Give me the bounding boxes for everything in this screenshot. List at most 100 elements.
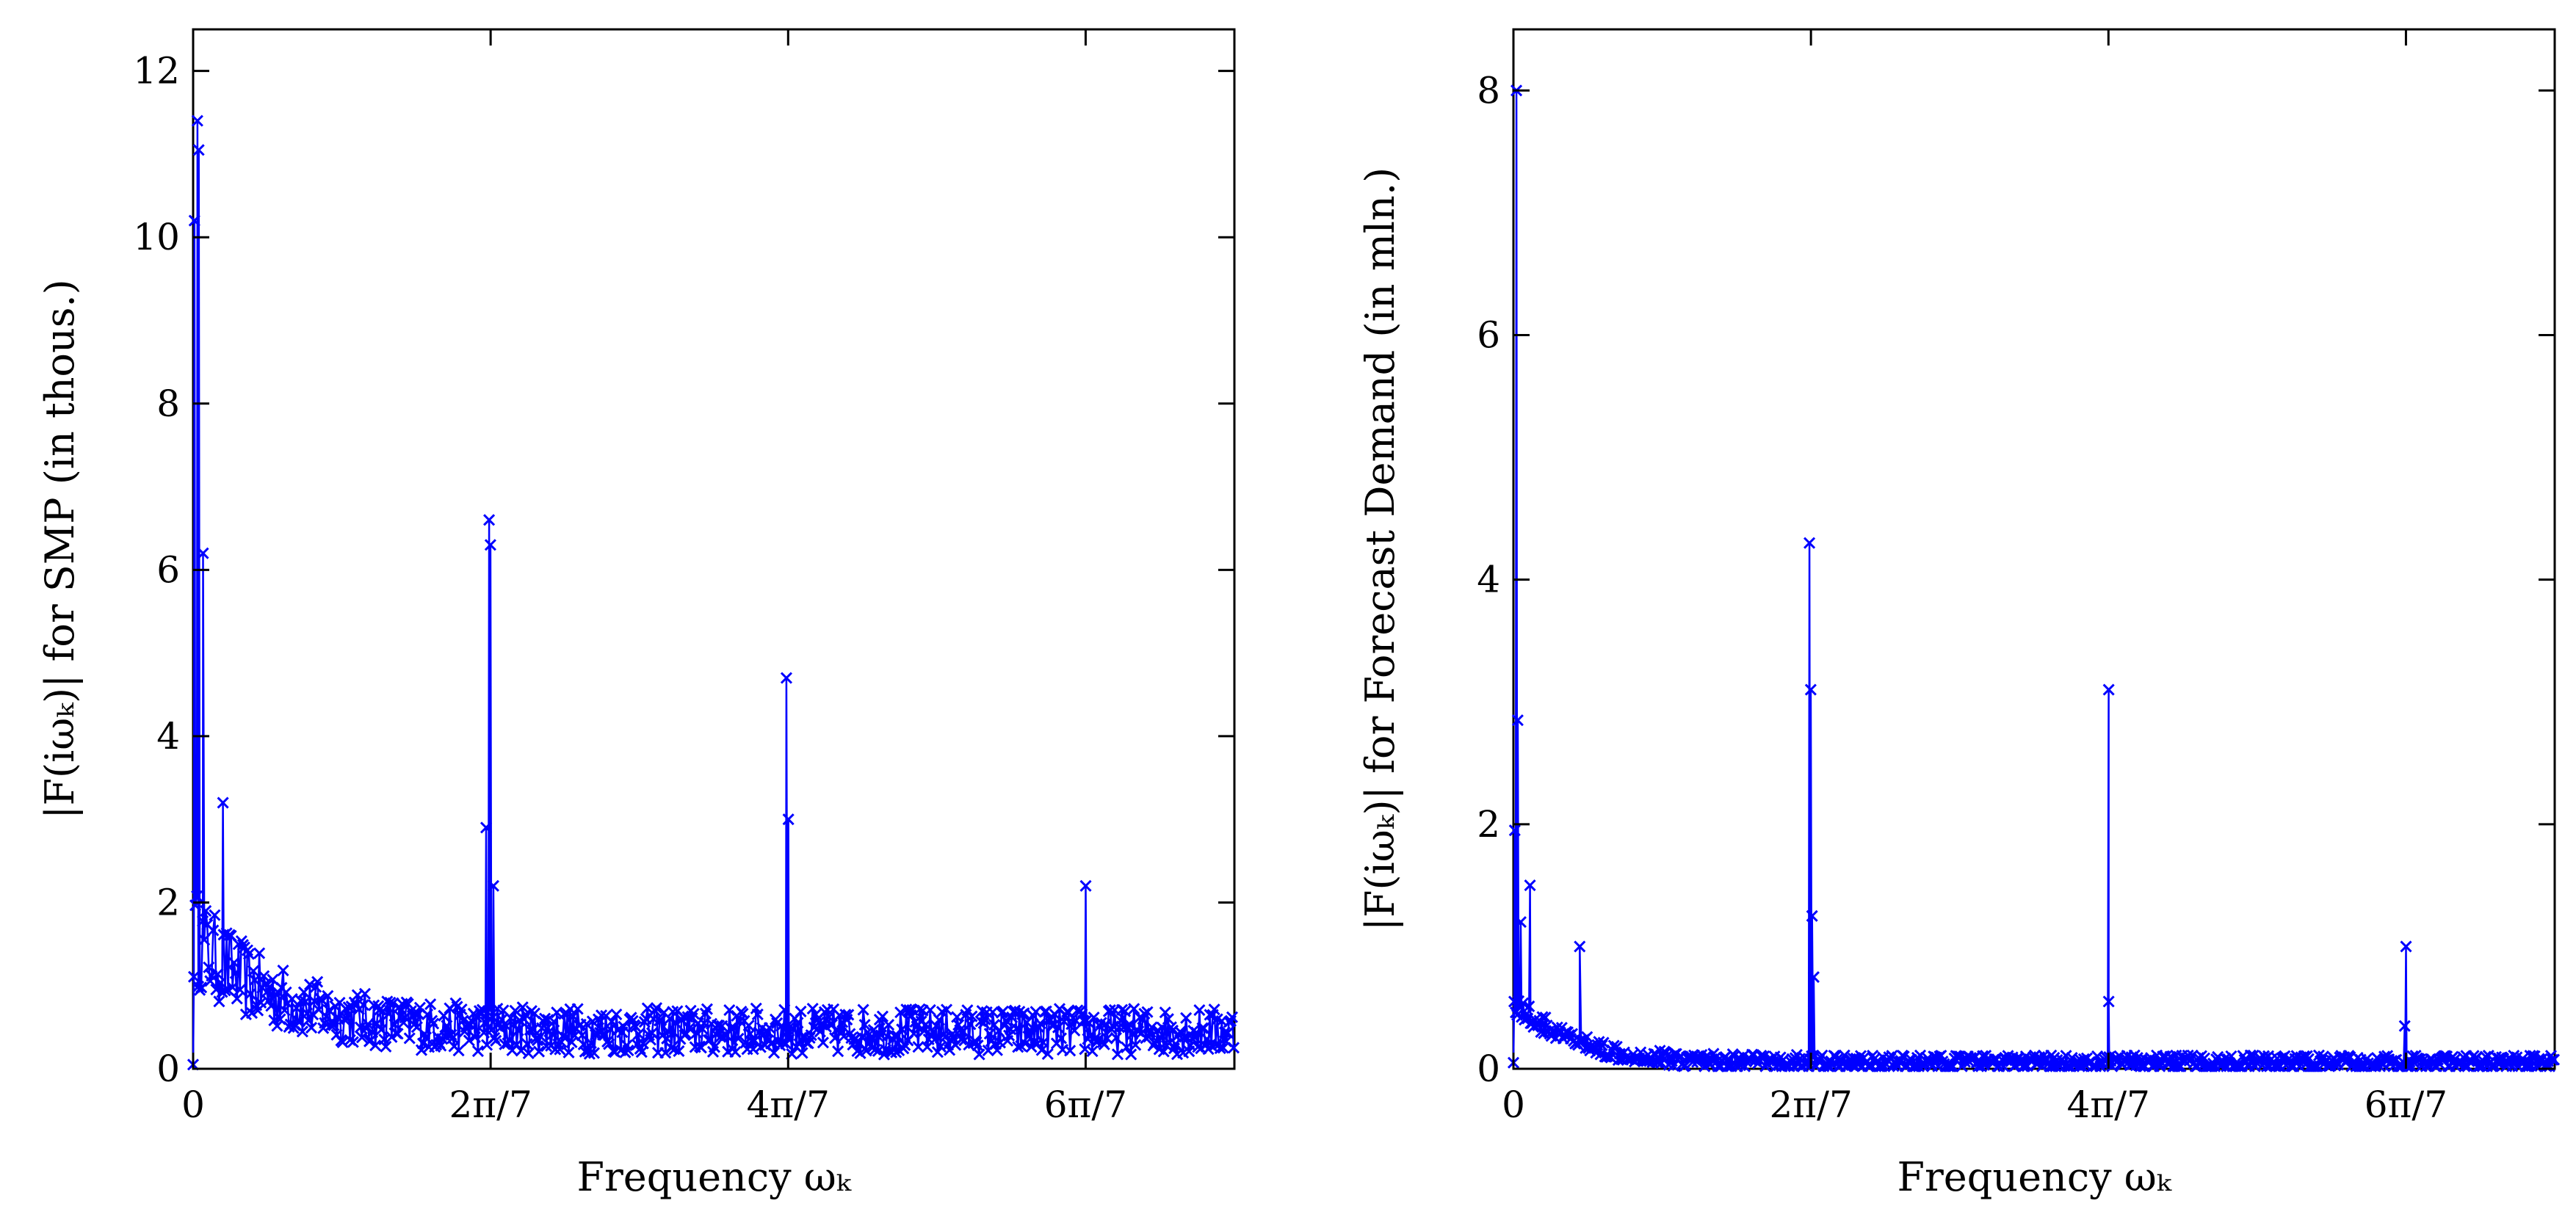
data-point-marker	[311, 976, 324, 988]
data-point-marker	[522, 1047, 535, 1059]
data-point-marker	[792, 1017, 804, 1029]
data-point-marker	[632, 1028, 645, 1040]
demand-spectrum-chart: 0 2 4 6 8 0 2π/7 4π/7 6π/7 Frequency ωₖ |F(iωₖ)|…	[1357, 28, 2561, 1200]
data-point-marker	[795, 1005, 807, 1018]
data-point-marker	[2225, 1050, 2237, 1062]
data-point-marker	[891, 1030, 904, 1042]
y-tick-label: 4	[1477, 559, 1500, 601]
data-point-marker	[1077, 1014, 1090, 1027]
data-point-marker	[296, 1025, 308, 1038]
data-point-marker	[271, 1020, 283, 1032]
data-point-marker	[192, 144, 205, 156]
data-point-marker	[680, 1028, 692, 1040]
data-point-marker	[203, 961, 215, 973]
data-point-marker	[424, 998, 437, 1011]
data-point-marker	[1667, 1059, 1679, 1072]
data-point-marker	[805, 1029, 817, 1042]
data-point-marker	[452, 1045, 465, 1057]
data-point-marker	[1838, 1049, 1850, 1061]
data-point-marker	[2547, 1053, 2561, 1066]
data-point-marker	[961, 1004, 974, 1017]
data-point-marker	[231, 992, 243, 1005]
data-point-marker	[940, 1003, 953, 1016]
x-tick-label: 4π/7	[747, 1083, 830, 1126]
data-point-marker	[1111, 1048, 1124, 1061]
y-tick-label: 12	[133, 50, 180, 92]
data-point-marker	[207, 924, 220, 937]
data-point-marker	[1054, 1032, 1068, 1045]
y-tick-label: 2	[1477, 803, 1500, 846]
data-point-marker	[539, 1012, 551, 1025]
data-point-marker	[1610, 1040, 1623, 1053]
data-point-marker	[562, 1046, 575, 1059]
data-point-marker	[796, 1047, 808, 1059]
data-point-marker	[463, 1034, 475, 1047]
data-point-marker	[1804, 683, 1817, 696]
x-tick-label: 2π/7	[449, 1083, 532, 1126]
data-point-marker	[913, 1003, 926, 1015]
data-point-marker	[1536, 1011, 1549, 1023]
data-point-marker	[1511, 714, 1524, 727]
data-point-marker	[277, 965, 289, 977]
demand-x-axis-label: Frequency ωₖ	[1897, 1154, 2172, 1200]
data-point-marker	[416, 1037, 430, 1050]
data-point-marker	[690, 1026, 703, 1039]
data-point-marker	[490, 1034, 502, 1047]
data-point-marker	[673, 1045, 685, 1058]
data-point-marker	[725, 1022, 737, 1034]
data-point-marker	[645, 1027, 658, 1039]
data-point-marker	[323, 1004, 336, 1017]
data-point-marker	[369, 1039, 382, 1052]
data-point-marker	[441, 1020, 453, 1032]
data-point-marker	[471, 1045, 484, 1058]
data-point-marker	[316, 994, 328, 1006]
data-point-marker	[1121, 1041, 1133, 1053]
data-point-marker	[468, 1031, 481, 1043]
data-point-marker	[245, 1007, 258, 1020]
data-point-marker	[723, 1004, 736, 1017]
data-point-marker	[970, 1036, 983, 1048]
data-point-marker	[286, 992, 298, 1005]
data-point-marker	[510, 1039, 523, 1051]
data-point-marker	[832, 1045, 844, 1058]
data-point-marker	[1508, 824, 1521, 837]
data-point-marker	[1514, 916, 1527, 929]
y-tick-label: 0	[156, 1047, 180, 1090]
x-tick-label: 0	[1502, 1083, 1525, 1126]
data-point-marker	[358, 987, 372, 1000]
smp-series	[187, 115, 1240, 1071]
data-point-marker	[1037, 1036, 1049, 1049]
data-point-marker	[1180, 1012, 1193, 1024]
data-point-marker	[896, 1023, 908, 1036]
data-point-marker	[729, 1045, 742, 1059]
data-point-marker	[1018, 1007, 1030, 1020]
x-tick-label: 4π/7	[2067, 1083, 2150, 1126]
data-point-marker	[1141, 1006, 1154, 1018]
data-point-marker	[336, 1036, 349, 1049]
data-point-marker	[496, 1014, 508, 1026]
data-point-marker	[1041, 1047, 1054, 1060]
data-point-marker	[195, 981, 208, 994]
data-point-marker	[734, 1014, 746, 1027]
data-point-marker	[1040, 1005, 1052, 1017]
data-point-marker	[817, 1036, 829, 1049]
data-point-marker	[1129, 1039, 1142, 1051]
data-point-marker	[854, 1047, 866, 1059]
smp-ticks: 0 2 4 6 8 10 12 0 2π/7 4π/7 6π/7	[133, 29, 1234, 1126]
data-point-marker	[241, 944, 253, 956]
data-point-marker	[305, 1021, 318, 1034]
data-point-marker	[427, 1017, 440, 1030]
data-point-marker	[1104, 1003, 1116, 1017]
data-point-marker	[188, 214, 200, 227]
data-point-marker	[421, 1008, 434, 1020]
data-point-marker	[894, 1006, 907, 1019]
data-point-marker	[1024, 1024, 1036, 1036]
data-point-marker	[1198, 1022, 1210, 1034]
data-point-marker	[402, 998, 414, 1010]
data-point-marker	[2398, 1020, 2411, 1032]
data-point-marker	[988, 1019, 1000, 1031]
data-point-marker	[595, 1009, 608, 1022]
data-point-marker	[380, 1040, 392, 1053]
data-point-marker	[897, 1042, 910, 1055]
